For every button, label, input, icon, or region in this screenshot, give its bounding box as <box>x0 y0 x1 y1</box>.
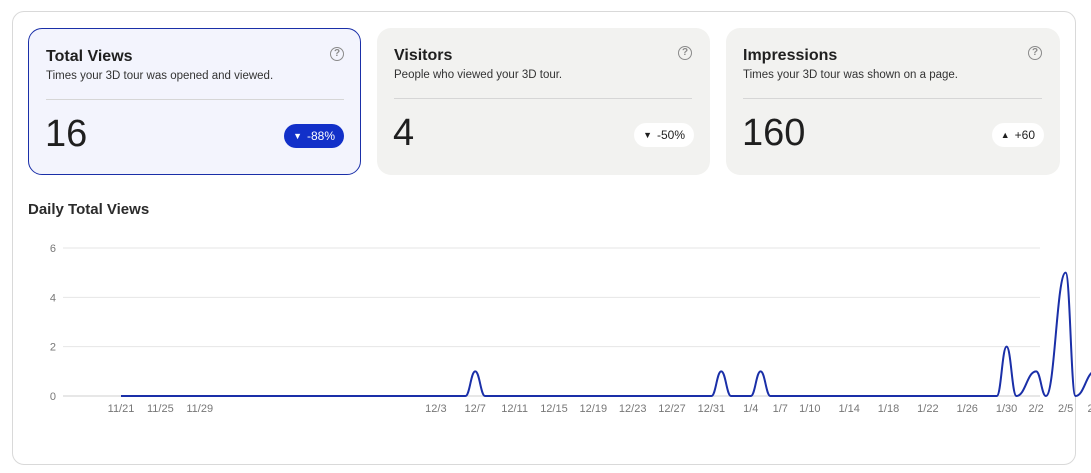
question-circle-icon[interactable]: ? <box>678 46 692 60</box>
card-title: Total Views <box>46 48 133 65</box>
x-tick-label: 12/31 <box>698 403 726 415</box>
triangle-down-icon: ▼ <box>643 130 652 140</box>
x-tick-label: 1/22 <box>917 403 938 415</box>
x-tick-label: 1/4 <box>743 403 758 415</box>
x-tick-label: 12/15 <box>540 403 568 415</box>
visitors-card[interactable]: Visitors ? People who viewed your 3D tou… <box>377 28 710 175</box>
series-line-0 <box>121 271 1091 398</box>
x-tick-label: 2/8 <box>1088 403 1091 415</box>
card-divider <box>46 99 344 100</box>
x-tick-label: 12/19 <box>580 403 608 415</box>
card-title: Visitors <box>394 47 453 64</box>
card-value: 4 <box>393 112 415 154</box>
x-tick-label: 11/21 <box>108 403 135 415</box>
x-tick-label: 1/30 <box>996 403 1017 415</box>
x-tick-label: 12/23 <box>619 403 647 415</box>
total-views-card[interactable]: Total Views ? Times your 3D tour was ope… <box>28 28 361 175</box>
y-tick-label: 4 <box>50 292 56 304</box>
x-tick-label: 12/7 <box>465 403 486 415</box>
x-tick-label: 12/27 <box>658 403 686 415</box>
question-circle-icon[interactable]: ? <box>330 47 344 61</box>
change-value: -50% <box>656 128 685 142</box>
x-tick-label: 11/25 <box>147 403 174 415</box>
card-value: 160 <box>742 112 806 154</box>
card-description: Times your 3D tour was shown on a page. <box>743 69 958 81</box>
card-description: People who viewed your 3D tour. <box>394 69 563 81</box>
x-tick-label: 1/10 <box>799 403 820 415</box>
x-tick-label: 2/5 <box>1058 403 1073 415</box>
card-divider <box>743 98 1042 99</box>
chart-title: Daily Total Views <box>28 201 150 218</box>
y-tick-label: 2 <box>50 342 56 354</box>
y-tick-label: 6 <box>50 243 56 255</box>
change-value: -88% <box>306 129 335 143</box>
y-tick-label: 0 <box>50 391 56 403</box>
change-value: +60 <box>1014 128 1035 142</box>
card-title: Impressions <box>743 47 838 64</box>
change-badge: ▲ +60 <box>991 123 1044 147</box>
x-tick-label: 1/26 <box>957 403 978 415</box>
x-tick-label: 12/3 <box>425 403 446 415</box>
x-tick-label: 1/7 <box>773 403 788 415</box>
x-tick-label: 1/18 <box>878 403 899 415</box>
x-tick-label: 1/14 <box>838 403 859 415</box>
x-tick-label: 11/29 <box>186 403 213 415</box>
triangle-up-icon: ▲ <box>1000 130 1010 140</box>
triangle-down-icon: ▼ <box>293 131 302 141</box>
impressions-card[interactable]: Impressions ? Times your 3D tour was sho… <box>726 28 1060 175</box>
card-value: 16 <box>45 113 88 155</box>
card-divider <box>394 98 692 99</box>
card-description: Times your 3D tour was opened and viewed… <box>46 70 274 82</box>
x-tick-label: 12/11 <box>501 403 528 415</box>
change-badge: ▼ -88% <box>284 124 344 148</box>
question-circle-icon[interactable]: ? <box>1028 46 1042 60</box>
change-badge: ▼ -50% <box>634 123 694 147</box>
x-tick-label: 2/2 <box>1028 403 1043 415</box>
daily-views-chart: 0 2 4 6 11/21 11/25 11/29 12/3 12/7 12/11 12/15 12… <box>50 243 1091 415</box>
